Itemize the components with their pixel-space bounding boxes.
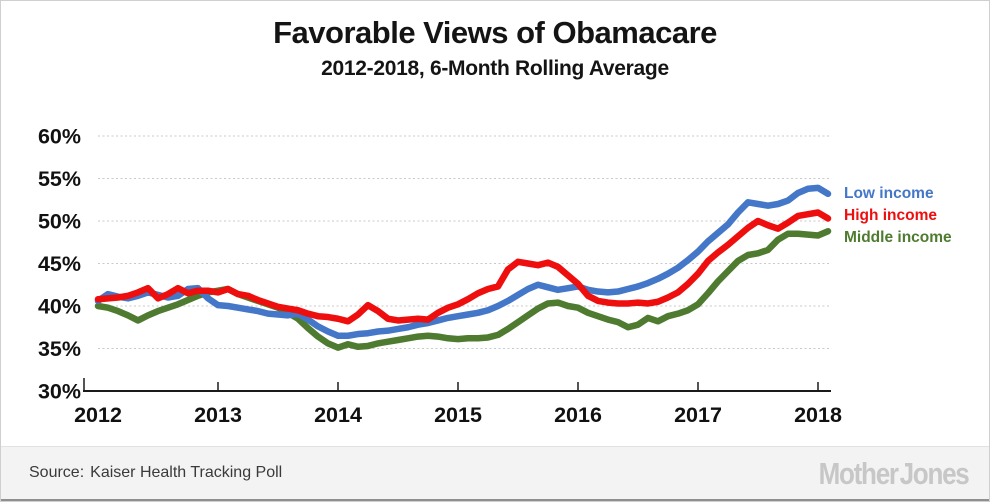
svg-text:2016: 2016	[554, 403, 602, 427]
source-line: Source: Kaiser Health Tracking Poll	[29, 464, 282, 482]
svg-text:40%: 40%	[38, 295, 81, 319]
chart-title: Favorable Views of Obamacare	[273, 15, 717, 50]
svg-text:2015: 2015	[434, 403, 482, 427]
svg-text:45%: 45%	[38, 252, 81, 276]
svg-text:2014: 2014	[314, 403, 362, 427]
legend-high-income: High income	[844, 207, 938, 224]
motherjones-logo: Mother Jones	[819, 456, 970, 491]
svg-text:30%: 30%	[38, 380, 81, 404]
svg-text:2017: 2017	[674, 403, 722, 427]
svg-text:2012: 2012	[74, 403, 122, 427]
chart-subtitle: 2012-2018, 6-Month Rolling Average	[321, 57, 669, 80]
footer: Source: Kaiser Health Tracking Poll Mothe…	[1, 446, 989, 501]
source-label: Source:	[29, 464, 85, 481]
svg-text:2018: 2018	[794, 403, 842, 427]
source-text: Kaiser Health Tracking Poll	[90, 464, 283, 481]
svg-text:55%: 55%	[38, 167, 81, 191]
line-chart: 60% 55% 50% 45% 40% 35% 30%2012 2013 2014 2015 201…	[38, 125, 842, 428]
legend-middle-income: Middle income	[844, 229, 952, 246]
svg-text:2013: 2013	[194, 403, 242, 427]
svg-text:50%: 50%	[38, 210, 81, 234]
legend-low-income: Low income	[844, 185, 934, 202]
svg-text:60%: 60%	[38, 125, 81, 149]
chart-legend: Low income High income Middle income	[844, 183, 952, 249]
svg-text:35%: 35%	[38, 337, 81, 361]
